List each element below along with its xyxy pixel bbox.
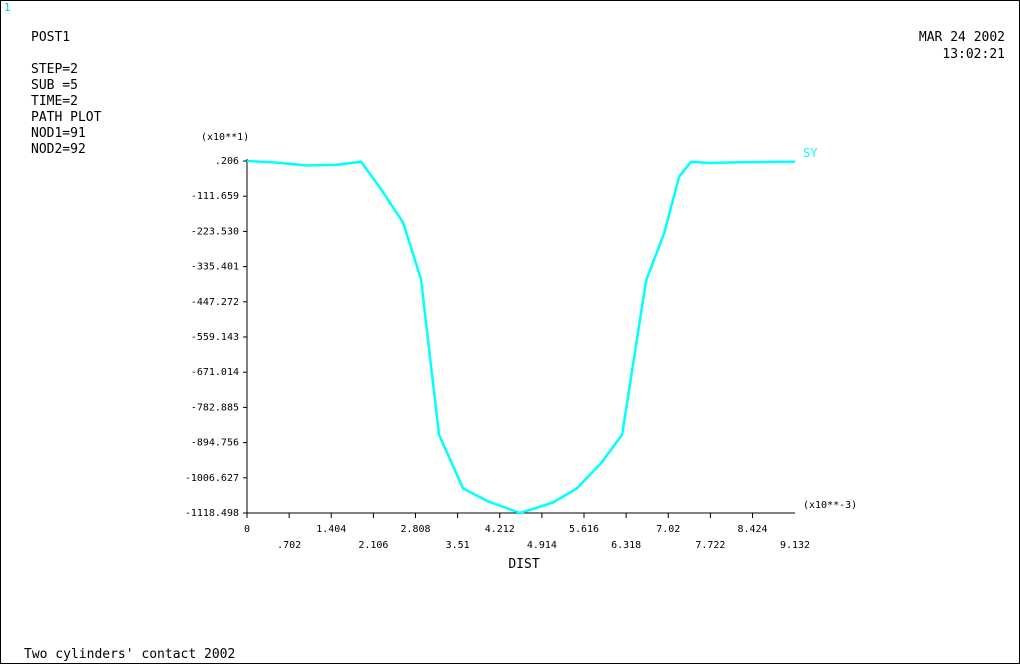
- info-step: STEP=2: [31, 62, 78, 77]
- y-tick-label: -671.014: [191, 367, 239, 378]
- x-tick-label: 1.404: [316, 524, 346, 535]
- y-axis-multiplier: (x10**1): [201, 132, 249, 143]
- window-number: 1: [4, 1, 11, 14]
- x-tick-label: 7.02: [656, 524, 680, 535]
- y-axis-ticks: .206 -111.659 -223.530 -335.401 -447.272 -559…: [185, 156, 247, 519]
- y-tick-label: -559.143: [191, 332, 239, 343]
- postprocessor-title: POST1: [31, 30, 71, 45]
- x-axis-ticks: 0 1.404 2.808 4.212 5.616 7.02 8.424 .702 2.106 3…: [244, 513, 810, 551]
- x-tick-label: 7.722: [695, 540, 725, 551]
- info-time: TIME=2: [31, 94, 78, 109]
- series-line-sy: [246, 159, 796, 515]
- x-tick-label: 4.212: [485, 524, 515, 535]
- series-label-sy: SY: [803, 146, 818, 160]
- y-tick-label: -782.885: [191, 402, 239, 413]
- x-tick-label: 3.51: [446, 540, 470, 551]
- y-tick-label: -894.756: [191, 438, 239, 449]
- solution-info: STEP=2 SUB =5 TIME=2 PATH PLOT NOD1=91 N…: [31, 62, 101, 158]
- plot-caption: Two cylinders' contact 2002: [24, 647, 236, 662]
- info-substep: SUB =5: [31, 78, 78, 93]
- time-text: 13:02:21: [942, 47, 1005, 62]
- y-tick-label: -1006.627: [185, 473, 239, 484]
- x-axis-title: DIST: [508, 557, 539, 572]
- y-tick-label: .206: [215, 156, 239, 167]
- x-tick-label: 2.808: [400, 524, 430, 535]
- info-plot-type: PATH PLOT: [31, 110, 102, 125]
- y-tick-label: -1118.498: [185, 508, 239, 519]
- x-tick-label: 5.616: [569, 524, 599, 535]
- x-tick-label: 0: [244, 524, 250, 535]
- x-axis-multiplier: (x10**-3): [803, 500, 857, 511]
- x-tick-label: 6.318: [611, 540, 641, 551]
- y-tick-label: -223.530: [191, 226, 239, 237]
- y-tick-label: -111.659: [191, 191, 239, 202]
- y-tick-label: -447.272: [191, 297, 239, 308]
- y-tick-label: -335.401: [191, 262, 239, 273]
- info-node2: NOD2=92: [31, 142, 86, 157]
- x-tick-label: .702: [277, 540, 301, 551]
- timestamp: MAR 24 2002 13:02:21: [919, 29, 1005, 63]
- plot-axes: [246, 159, 795, 514]
- data-series: [246, 159, 796, 515]
- x-tick-label: 9.132: [780, 540, 810, 551]
- x-tick-label: 4.914: [527, 540, 557, 551]
- x-tick-label: 2.106: [358, 540, 388, 551]
- info-node1: NOD1=91: [31, 126, 86, 141]
- x-tick-label: 8.424: [737, 524, 767, 535]
- date-text: MAR 24 2002: [918, 30, 1005, 45]
